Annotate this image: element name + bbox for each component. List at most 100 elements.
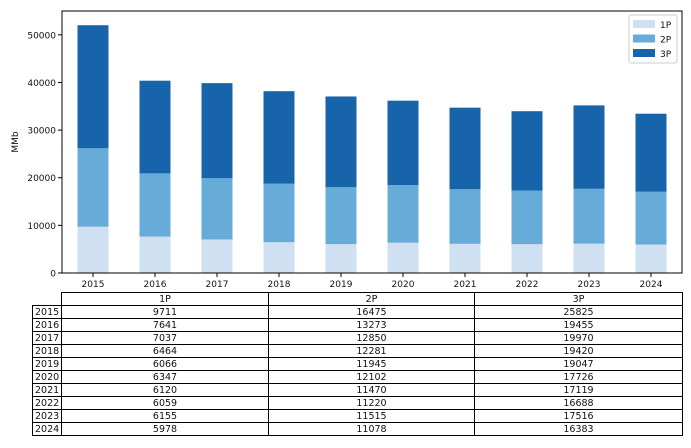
y-tick-label: 40000 — [27, 79, 56, 89]
bar-2p-2018 — [263, 183, 295, 243]
table-cell: 19047 — [474, 357, 683, 371]
table-row: 2018 6464 12281 19420 — [32, 344, 683, 358]
bar-3p-2022 — [511, 111, 543, 191]
table-cell: 11945 — [268, 357, 475, 371]
table-row: 2017 7037 12850 19970 — [32, 331, 683, 345]
table-row: 2021 6120 11470 17119 — [32, 383, 683, 397]
table-row: 2023 6155 11515 17516 — [32, 409, 683, 423]
table-row: 2019 6066 11945 19047 — [32, 357, 683, 371]
bar-3p-2016 — [139, 80, 171, 174]
table-row: 2020 6347 12102 17726 — [32, 370, 683, 384]
y-tick-label: 10000 — [27, 222, 56, 232]
x-tick-label: 2018 — [268, 280, 291, 290]
bar-2p-2017 — [201, 178, 233, 240]
bar-2p-2021 — [449, 189, 481, 244]
bar-1p-2017 — [201, 239, 233, 273]
table-cell: 6059 — [61, 396, 269, 410]
bar-3p-2017 — [201, 83, 233, 179]
table-cell: 6464 — [61, 344, 269, 358]
table-row-header: 2022 — [32, 396, 62, 410]
table-cell: 11078 — [268, 422, 475, 436]
table-row-header: 2024 — [32, 422, 62, 436]
table-cell: 7037 — [61, 331, 269, 345]
table-row-header: 2023 — [32, 409, 62, 423]
x-tick-label: 2022 — [516, 280, 539, 290]
table-row-header: 2015 — [32, 305, 62, 319]
bar-2p-2016 — [139, 173, 171, 237]
bar-3p-2018 — [263, 91, 295, 184]
table-cell: 9711 — [61, 305, 269, 319]
bar-2p-2023 — [573, 188, 605, 244]
y-tick-label: 20000 — [27, 174, 56, 184]
table-cell: 17119 — [474, 383, 683, 397]
x-tick-label: 2024 — [640, 280, 663, 290]
bar-2p-2024 — [635, 191, 667, 245]
table-cell: 17516 — [474, 409, 683, 423]
bar-1p-2021 — [449, 243, 481, 273]
legend-swatch-1p — [633, 20, 655, 28]
bar-1p-2023 — [573, 243, 605, 273]
table-cell: 16383 — [474, 422, 683, 436]
table-row-header: 2018 — [32, 344, 62, 358]
table-cell: 11470 — [268, 383, 475, 397]
x-tick-label: 2023 — [578, 280, 601, 290]
table-column-header: 2P — [268, 292, 475, 306]
table-row-header: 2021 — [32, 383, 62, 397]
table-cell: 12102 — [268, 370, 475, 384]
table-corner-cell — [33, 293, 62, 306]
table-cell: 19970 — [474, 331, 683, 345]
y-tick-label: 0 — [50, 270, 56, 280]
x-tick-label: 2015 — [82, 280, 105, 290]
x-tick-label: 2016 — [144, 280, 167, 290]
x-tick-label: 2017 — [206, 280, 229, 290]
legend-label: 1P — [660, 21, 672, 31]
table-row: 2015 9711 16475 25825 — [32, 305, 683, 319]
x-tick-label: 2019 — [330, 280, 353, 290]
bar-1p-2018 — [263, 242, 295, 273]
table-column-header: 3P — [474, 292, 683, 306]
table-cell: 6347 — [61, 370, 269, 384]
bar-3p-2015 — [77, 25, 109, 149]
legend-label: 3P — [660, 50, 672, 60]
bar-3p-2024 — [635, 113, 667, 192]
bar-2p-2020 — [387, 185, 419, 243]
data-table: 1P 2P 3P 2015 9711 16475 25825 2016 7641 13273… — [32, 292, 683, 436]
table-row-header: 2017 — [32, 331, 62, 345]
table-cell: 25825 — [474, 305, 683, 319]
table-row-header: 2019 — [32, 357, 62, 371]
bar-2p-2019 — [325, 187, 357, 245]
y-tick-label: 30000 — [27, 127, 56, 137]
table-cell: 19455 — [474, 318, 683, 332]
y-axis: 0 10000 20000 30000 40000 50000 — [27, 31, 62, 280]
table-row: 2022 6059 11220 16688 — [32, 396, 683, 410]
table-cell: 12850 — [268, 331, 475, 345]
plot-frame — [61, 10, 683, 274]
bar-1p-2019 — [325, 244, 357, 273]
bar-1p-2020 — [387, 242, 419, 273]
y-axis-label: MMb — [11, 131, 21, 153]
bar-3p-2019 — [325, 96, 357, 188]
legend-label: 2P — [660, 36, 672, 46]
y-tick-label: 50000 — [27, 31, 56, 41]
table-row-header: 2016 — [32, 318, 62, 332]
table-cell: 7641 — [61, 318, 269, 332]
legend-swatch-2p — [633, 34, 655, 43]
bar-2p-2022 — [511, 190, 543, 245]
bar-1p-2022 — [511, 244, 543, 273]
table-cell: 19420 — [474, 344, 683, 358]
bar-2p-2015 — [77, 148, 109, 227]
bar-1p-2024 — [635, 244, 667, 273]
table-cell: 5978 — [61, 422, 269, 436]
legend: 1P 2P 3P — [628, 14, 678, 64]
table-row: 2016 7641 13273 19455 — [32, 318, 683, 332]
legend-swatch-3p — [633, 49, 655, 57]
table-cell: 13273 — [268, 318, 475, 332]
bars-layer — [77, 25, 667, 273]
table-cell: 16688 — [474, 396, 683, 410]
table-cell: 16475 — [268, 305, 475, 319]
bar-3p-2023 — [573, 105, 605, 189]
table-cell: 11515 — [268, 409, 475, 423]
bar-1p-2015 — [77, 226, 109, 273]
table-cell: 11220 — [268, 396, 475, 410]
table-column-header: 1P — [61, 292, 269, 306]
